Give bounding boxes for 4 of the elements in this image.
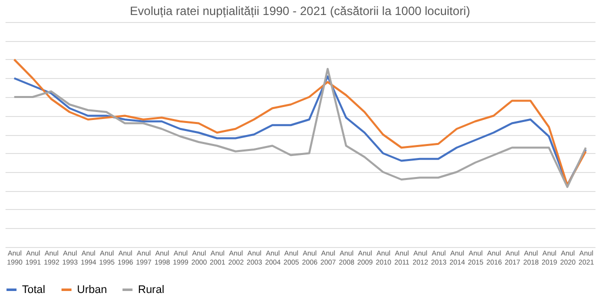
legend-label: Urban	[77, 284, 107, 296]
legend-label: Total	[22, 284, 46, 296]
legend-label: Rural	[138, 284, 164, 296]
chart-title: Evoluția ratei nupțialității 1990 - 2021 (căsătorii la 1000 locuitori)	[130, 4, 470, 18]
